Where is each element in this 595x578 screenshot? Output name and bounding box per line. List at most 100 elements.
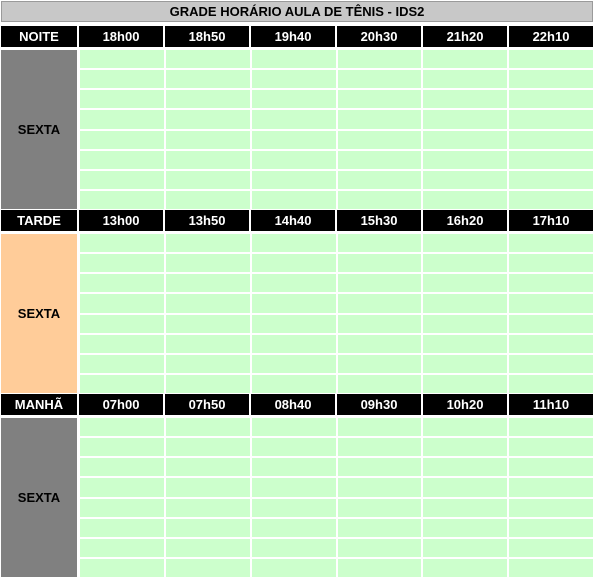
schedule-slot (251, 334, 336, 353)
schedule-slot (251, 538, 336, 557)
schedule-slot (509, 354, 593, 373)
schedule-slot (251, 254, 336, 273)
schedule-slot (165, 334, 250, 353)
schedule-slot (509, 90, 593, 109)
schedule-slot (337, 354, 422, 373)
schedule-slot (80, 130, 164, 149)
schedule-slot (509, 50, 593, 69)
schedule-slot (80, 254, 164, 273)
schedule-slot (337, 518, 422, 537)
schedule-slot (251, 294, 336, 313)
schedule-slot (423, 354, 508, 373)
schedule-slot (251, 190, 336, 209)
schedule-slot (337, 478, 422, 497)
schedule-slot (80, 438, 164, 457)
slot-grid (80, 50, 593, 209)
schedule-slot (251, 518, 336, 537)
schedule-slot (251, 110, 336, 129)
schedule-slot (509, 418, 593, 437)
schedule-slot (423, 110, 508, 129)
schedule-slot (80, 274, 164, 293)
time-slot-header: 18h50 (165, 26, 249, 47)
schedule-slot (80, 334, 164, 353)
time-slot-header: 10h20 (423, 394, 507, 415)
schedule-slot (423, 478, 508, 497)
time-slot-header: 15h30 (337, 210, 421, 231)
schedule-slot (337, 234, 422, 253)
schedule-slot (251, 150, 336, 169)
period-label: MANHÃ (1, 394, 77, 415)
schedule-slot (165, 438, 250, 457)
schedule-slot (509, 558, 593, 577)
schedule-slot (423, 190, 508, 209)
time-slot-header: 07h50 (165, 394, 249, 415)
schedule-slot (337, 438, 422, 457)
schedule-slot (337, 538, 422, 557)
schedule-slot (423, 170, 508, 189)
time-slot-header: 08h40 (251, 394, 335, 415)
schedule-slot (423, 558, 508, 577)
schedule-slot (80, 90, 164, 109)
schedule-slot (509, 438, 593, 457)
schedule-slot (165, 190, 250, 209)
schedule-slot (423, 538, 508, 557)
schedule-slot (165, 90, 250, 109)
schedule-slot (165, 170, 250, 189)
schedule-slot (509, 314, 593, 333)
header-row: NOITE 18h00 18h50 19h40 20h30 21h20 22h1… (1, 26, 593, 47)
schedule-slot (80, 458, 164, 477)
schedule-slot (165, 50, 250, 69)
schedule-slot (423, 50, 508, 69)
schedule-slot (165, 498, 250, 517)
schedule-slot (423, 90, 508, 109)
schedule-slot (337, 458, 422, 477)
schedule-slot (337, 70, 422, 89)
schedule-slot (80, 110, 164, 129)
schedule-slot (251, 170, 336, 189)
schedule-slot (251, 498, 336, 517)
time-slot-header: 13h50 (165, 210, 249, 231)
time-slot-header: 14h40 (251, 210, 335, 231)
schedule-slot (423, 438, 508, 457)
schedule-slot (80, 478, 164, 497)
schedule-slot (165, 130, 250, 149)
schedule-slot (165, 274, 250, 293)
day-label: SEXTA (1, 418, 77, 577)
schedule-slot (337, 294, 422, 313)
schedule-slot (251, 274, 336, 293)
schedule-slot (337, 314, 422, 333)
schedule-slot (251, 478, 336, 497)
schedule-slot (509, 190, 593, 209)
schedule-slot (251, 354, 336, 373)
day-label: SEXTA (1, 234, 77, 393)
schedule-slot (251, 458, 336, 477)
schedule-slot (509, 130, 593, 149)
schedule-slot (423, 70, 508, 89)
schedule-slot (251, 314, 336, 333)
schedule-slot (509, 498, 593, 517)
schedule-slot (337, 498, 422, 517)
schedule-slot (423, 418, 508, 437)
schedule-slot (423, 498, 508, 517)
slot-grid (80, 418, 593, 577)
schedule-slot (423, 130, 508, 149)
schedule-slot (251, 50, 336, 69)
schedule-slot (80, 418, 164, 437)
schedule-slot (337, 90, 422, 109)
schedule-title: GRADE HORÁRIO AULA DE TÊNIS - IDS2 (1, 1, 593, 22)
schedule-slot (423, 314, 508, 333)
schedule-slot (337, 254, 422, 273)
schedule-slot (165, 374, 250, 393)
schedule-slot (337, 170, 422, 189)
schedule-slot (165, 418, 250, 437)
schedule-slot (337, 558, 422, 577)
schedule-slot (165, 558, 250, 577)
schedule-slot (165, 518, 250, 537)
schedule-slot (509, 274, 593, 293)
schedule-slot (80, 518, 164, 537)
time-slot-header: 20h30 (337, 26, 421, 47)
schedule-slot (80, 190, 164, 209)
time-slot-header: 11h10 (509, 394, 593, 415)
schedule-slot (165, 110, 250, 129)
schedule-slot (509, 294, 593, 313)
